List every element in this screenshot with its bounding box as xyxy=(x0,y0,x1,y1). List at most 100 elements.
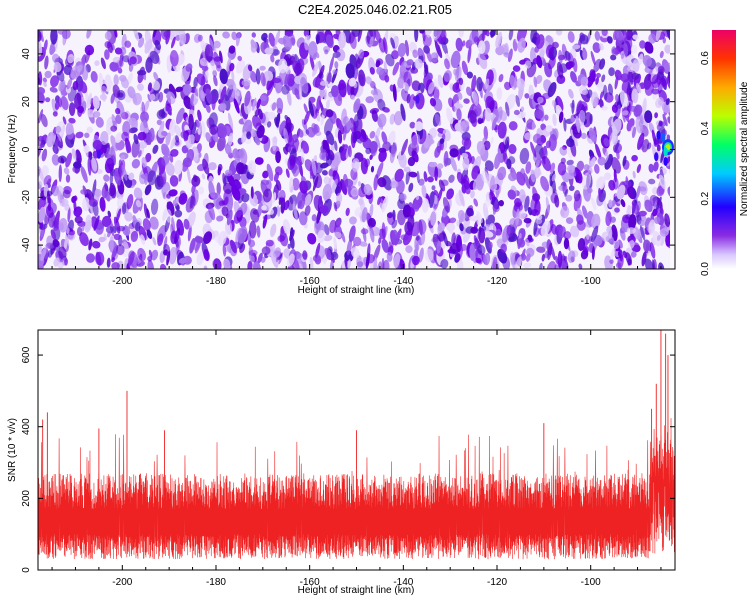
heatmap-cell xyxy=(95,117,104,128)
heatmap-cell xyxy=(614,207,620,213)
heatmap-cell xyxy=(227,112,234,130)
heatmap-cell xyxy=(346,120,352,131)
heatmap-cell xyxy=(116,244,125,256)
heatmap-cell xyxy=(603,137,610,147)
heatmap-cell xyxy=(582,246,589,256)
heatmap-cell xyxy=(381,238,389,253)
heatmap-cell xyxy=(48,249,53,258)
heatmap-cell xyxy=(385,53,395,67)
heatmap-cell xyxy=(443,150,449,167)
heatmap-cell xyxy=(145,57,153,73)
heatmap-cell xyxy=(552,113,557,127)
heatmap-cell xyxy=(414,237,419,255)
heatmap-cell xyxy=(303,110,311,125)
heatmap-cell xyxy=(530,30,537,43)
heatmap-cell xyxy=(495,187,500,199)
heatmap-cell xyxy=(467,45,472,64)
heatmap-cell xyxy=(329,55,334,73)
heatmap-cell xyxy=(453,102,464,109)
heatmap-cell xyxy=(183,218,190,230)
heatmap-cell xyxy=(131,158,141,169)
heatmap-cell xyxy=(407,214,415,232)
heatmap-cell xyxy=(371,109,378,122)
heatmap-cell xyxy=(62,189,71,199)
spectrogram-ylabel: Frequency (Hz) xyxy=(7,115,18,184)
heatmap-cell xyxy=(369,36,374,47)
heatmap-cell xyxy=(107,230,112,238)
heatmap-cell xyxy=(523,217,532,224)
heatmap-cell xyxy=(476,76,483,92)
heatmap-cell xyxy=(140,234,146,245)
heatmap-cell xyxy=(596,81,605,92)
heatmap-cell xyxy=(655,30,662,42)
heatmap-cell xyxy=(135,199,142,208)
heatmap-cell xyxy=(68,117,76,124)
heatmap-cell xyxy=(38,108,44,124)
heatmap-cell xyxy=(71,148,77,160)
heatmap-cell xyxy=(246,131,252,140)
heatmap-cell xyxy=(203,265,208,269)
heatmap-cell xyxy=(375,60,381,68)
heatmap-cell xyxy=(68,102,76,116)
heatmap-cell xyxy=(350,187,359,197)
heatmap-cell xyxy=(541,155,552,172)
heatmap-cell xyxy=(434,113,442,126)
heatmap-cell xyxy=(483,140,491,151)
heatmap-cell xyxy=(518,209,527,219)
heatmap-cell xyxy=(191,183,196,194)
heatmap-cell xyxy=(636,185,641,198)
heatmap-cell xyxy=(400,234,409,241)
heatmap-cell xyxy=(532,133,542,144)
spectrogram-xtick-label: -120 xyxy=(487,276,507,287)
heatmap-cell xyxy=(657,65,665,75)
heatmap-cell xyxy=(391,229,399,246)
heatmap-cell xyxy=(38,91,45,104)
heatmap-cell xyxy=(637,132,645,150)
heatmap-cell xyxy=(443,70,452,82)
heatmap-cell xyxy=(373,244,381,262)
heatmap-cell xyxy=(326,72,332,85)
heatmap-cell xyxy=(226,57,232,72)
heatmap-cell xyxy=(554,195,560,208)
heatmap-cell xyxy=(446,222,456,232)
heatmap-cell xyxy=(514,256,522,269)
heatmap-cell xyxy=(659,50,664,59)
heatmap-cell xyxy=(641,251,647,267)
heatmap-cell xyxy=(67,53,75,64)
heatmap-cell xyxy=(626,227,636,235)
heatmap-cell xyxy=(432,30,443,41)
heatmap-cell xyxy=(361,207,368,223)
heatmap-cell xyxy=(178,239,182,246)
heatmap-cell xyxy=(321,170,328,176)
heatmap-cell xyxy=(644,81,654,96)
heatmap-cell xyxy=(138,150,142,158)
heatmap-cell xyxy=(473,91,479,107)
heatmap-cell xyxy=(64,258,68,266)
heatmap-cell xyxy=(216,182,221,195)
heatmap-cell xyxy=(233,209,243,224)
heatmap-cell xyxy=(168,189,178,197)
heatmap-cell xyxy=(268,32,276,47)
heatmap-cell xyxy=(390,180,399,189)
heatmap-cell xyxy=(558,111,564,123)
heatmap-cell xyxy=(566,164,576,174)
snr-peaks xyxy=(42,330,669,517)
heatmap-cell xyxy=(519,147,530,165)
heatmap-cell xyxy=(470,190,475,199)
heatmap-cell xyxy=(411,255,420,266)
heatmap-cell xyxy=(557,161,567,176)
heatmap-cell xyxy=(52,111,58,117)
heatmap-cell xyxy=(381,222,386,240)
heatmap-cell xyxy=(416,170,420,184)
heatmap-cell xyxy=(575,174,580,183)
heatmap-cell xyxy=(462,156,470,171)
heatmap-cell xyxy=(189,237,196,254)
heatmap-cell xyxy=(335,220,342,227)
heatmap-cell xyxy=(104,41,112,49)
heatmap-cell xyxy=(541,253,545,262)
heatmap-cell xyxy=(263,38,269,50)
colorbar-label: Normalized spectral amplitude xyxy=(739,81,750,216)
heatmap-cell xyxy=(607,83,614,96)
heatmap-cell xyxy=(150,249,159,261)
heatmap-cell xyxy=(535,34,545,50)
